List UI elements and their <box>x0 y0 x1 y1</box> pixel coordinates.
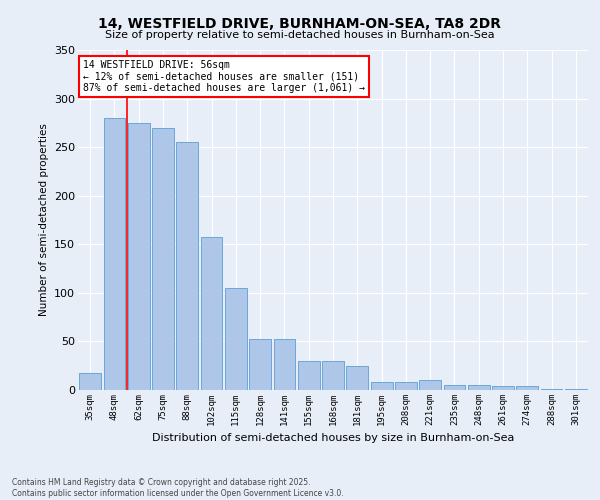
Bar <box>176 142 198 390</box>
Bar <box>346 366 368 390</box>
Bar <box>492 386 514 390</box>
Text: Contains HM Land Registry data © Crown copyright and database right 2025.
Contai: Contains HM Land Registry data © Crown c… <box>12 478 344 498</box>
Bar <box>371 382 392 390</box>
Bar <box>104 118 125 390</box>
Bar <box>152 128 174 390</box>
Bar <box>79 372 101 390</box>
Bar <box>541 389 562 390</box>
Y-axis label: Number of semi-detached properties: Number of semi-detached properties <box>38 124 49 316</box>
Bar <box>200 238 223 390</box>
X-axis label: Distribution of semi-detached houses by size in Burnham-on-Sea: Distribution of semi-detached houses by … <box>152 434 514 444</box>
Text: 14, WESTFIELD DRIVE, BURNHAM-ON-SEA, TA8 2DR: 14, WESTFIELD DRIVE, BURNHAM-ON-SEA, TA8… <box>98 18 502 32</box>
Bar <box>468 385 490 390</box>
Bar <box>395 382 417 390</box>
Bar <box>298 361 320 390</box>
Text: Size of property relative to semi-detached houses in Burnham-on-Sea: Size of property relative to semi-detach… <box>105 30 495 40</box>
Bar <box>517 386 538 390</box>
Bar <box>419 380 441 390</box>
Text: 14 WESTFIELD DRIVE: 56sqm
← 12% of semi-detached houses are smaller (151)
87% of: 14 WESTFIELD DRIVE: 56sqm ← 12% of semi-… <box>83 60 365 94</box>
Bar <box>249 338 271 390</box>
Bar <box>322 361 344 390</box>
Bar <box>443 385 466 390</box>
Bar <box>225 288 247 390</box>
Bar <box>565 389 587 390</box>
Bar <box>128 123 149 390</box>
Bar <box>274 340 295 390</box>
